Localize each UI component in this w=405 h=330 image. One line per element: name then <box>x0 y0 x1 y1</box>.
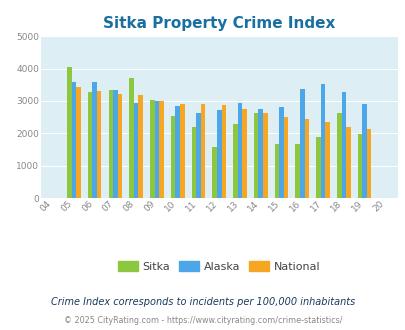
Bar <box>171 116 175 198</box>
Bar <box>200 104 205 198</box>
Bar <box>87 92 92 198</box>
Bar <box>154 101 159 198</box>
Bar <box>237 103 242 198</box>
Bar <box>117 93 122 198</box>
Bar <box>283 117 288 198</box>
Bar <box>129 78 134 198</box>
Bar <box>196 113 200 198</box>
Bar <box>295 144 299 198</box>
Text: Crime Index corresponds to incidents per 100,000 inhabitants: Crime Index corresponds to incidents per… <box>51 297 354 307</box>
Bar <box>274 144 279 198</box>
Bar <box>253 113 258 198</box>
Bar <box>175 106 179 198</box>
Bar <box>366 129 371 198</box>
Bar <box>304 119 309 198</box>
Bar <box>320 84 324 198</box>
Bar <box>138 94 143 198</box>
Bar <box>76 87 81 198</box>
Bar <box>108 90 113 198</box>
Bar <box>299 89 304 198</box>
Bar <box>357 134 362 198</box>
Bar <box>212 147 216 198</box>
Bar <box>67 67 71 198</box>
Legend: Sitka, Alaska, National: Sitka, Alaska, National <box>113 257 324 277</box>
Bar <box>179 104 184 198</box>
Bar <box>279 107 283 198</box>
Bar <box>336 113 341 198</box>
Bar <box>71 82 76 198</box>
Bar <box>97 91 101 198</box>
Bar <box>150 100 154 198</box>
Bar <box>362 104 366 198</box>
Bar <box>324 122 329 198</box>
Bar <box>232 124 237 198</box>
Title: Sitka Property Crime Index: Sitka Property Crime Index <box>103 16 335 31</box>
Bar <box>315 137 320 198</box>
Text: © 2025 CityRating.com - https://www.cityrating.com/crime-statistics/: © 2025 CityRating.com - https://www.city… <box>64 316 341 325</box>
Bar <box>341 92 345 198</box>
Bar <box>242 109 246 198</box>
Bar <box>258 109 262 198</box>
Bar <box>159 101 163 198</box>
Bar <box>345 127 350 198</box>
Bar <box>221 105 226 198</box>
Bar <box>113 90 117 198</box>
Bar <box>134 103 138 198</box>
Bar <box>191 126 196 198</box>
Bar <box>216 110 221 198</box>
Bar <box>92 82 97 198</box>
Bar <box>262 113 267 198</box>
